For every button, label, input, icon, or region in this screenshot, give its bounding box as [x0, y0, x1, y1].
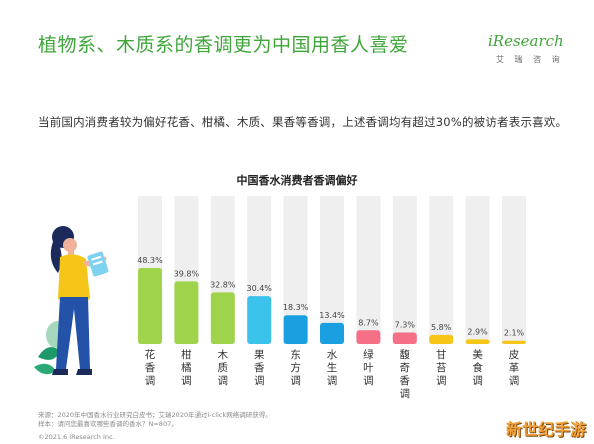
bar-track [429, 196, 454, 344]
category-label: 食 [472, 361, 483, 374]
category-label: 调 [254, 375, 265, 387]
data-label: 7.3% [395, 321, 416, 330]
bar-水生调 [320, 322, 344, 344]
category-label: 甘 [436, 348, 447, 361]
bar-馥奇香调 [392, 332, 417, 344]
category-label: 调 [145, 375, 156, 387]
category-label: 柑 [181, 348, 192, 361]
category-label: 革 [509, 361, 520, 374]
data-label: 2.1% [504, 329, 525, 338]
data-label: 39.8% [174, 269, 200, 278]
bar-果香调 [247, 296, 272, 344]
bar-甘苔调 [429, 334, 454, 344]
bar-绿叶调 [356, 330, 381, 344]
category-label: 奇 [400, 361, 411, 374]
category-label: 调 [400, 388, 411, 400]
data-label: 48.3% [137, 256, 163, 265]
category-label: 香 [400, 375, 411, 387]
woman-with-clipboard-illustration [34, 226, 109, 375]
category-label: 橘 [181, 362, 192, 374]
bar-美食调 [465, 339, 490, 344]
category-label: 生 [327, 361, 338, 374]
category-label: 果 [254, 349, 265, 361]
category-label: 绿 [363, 348, 374, 361]
category-label: 调 [472, 375, 483, 387]
bar-track [502, 196, 526, 344]
category-label: 水 [327, 349, 338, 361]
category-label: 木 [218, 349, 229, 361]
category-label: 调 [509, 375, 520, 387]
data-label: 8.7% [358, 318, 379, 327]
bar-东方调 [283, 315, 308, 344]
category-label: 花 [145, 348, 156, 361]
category-label: 美 [472, 348, 483, 361]
category-label: 皮 [509, 348, 520, 361]
data-label: 2.9% [467, 327, 488, 336]
page-title: 植物系、木质系的香调更为中国用香人喜爱 [38, 34, 409, 56]
data-label: 13.4% [319, 311, 345, 320]
category-label: 香 [145, 362, 156, 374]
bar-柑橘调 [174, 281, 199, 344]
category-label: 香 [254, 362, 265, 374]
data-label: 30.4% [246, 284, 272, 293]
data-label: 18.3% [283, 303, 309, 312]
summary-text: 当前国内消费者较为偏好花香、柑橘、木质、果香等香调，上述香调均有超过30%的被访… [38, 115, 568, 129]
source-line-2: 样本：请问您最喜欢哪些香调的香水？N=807。 [38, 420, 178, 428]
bar-花香调 [138, 268, 162, 344]
chart-title: 中国香水消费者香调偏好 [236, 174, 358, 187]
data-label: 5.8% [431, 323, 452, 332]
category-label: 东 [290, 348, 301, 361]
source-note: 来源：2020年中国香水行业研究白皮书；艾瑞2020年通过i-click网络调研… [38, 411, 272, 429]
data-label: 32.8% [210, 280, 236, 289]
brand-name: iResearch [488, 32, 564, 50]
category-label: 质 [218, 362, 229, 374]
bar-track [392, 196, 417, 344]
bar-track [465, 196, 490, 344]
bar-track [320, 196, 344, 344]
source-line-1: 来源：2020年中国香水行业研究白皮书；艾瑞2020年通过i-click网络调研… [38, 411, 272, 419]
category-label: 调 [327, 375, 338, 387]
bar-皮革调 [502, 340, 526, 344]
category-label: 调 [181, 375, 192, 387]
category-label: 调 [290, 375, 301, 387]
category-label: 方 [290, 361, 301, 374]
category-label: 调 [436, 375, 447, 387]
brand-subtitle: 艾 瑞 咨 询 [496, 55, 564, 64]
copyright: ©2021.6 iResearch Inc. [38, 433, 115, 441]
iresearch-logo: iResearch 艾 瑞 咨 询 [488, 30, 572, 68]
category-label: 苔 [436, 361, 447, 374]
bar-木质调 [210, 292, 235, 344]
category-label: 叶 [363, 362, 374, 374]
watermark: 新世纪手游 [505, 420, 586, 439]
category-label: 调 [363, 375, 374, 387]
bar-track [356, 196, 381, 344]
category-label: 馥 [400, 348, 411, 361]
category-label: 调 [218, 375, 229, 387]
